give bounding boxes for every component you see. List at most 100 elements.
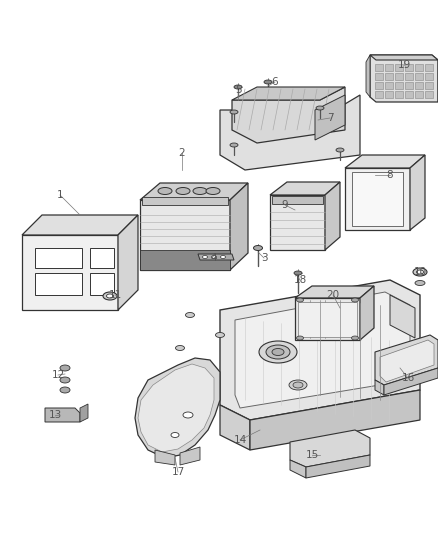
Text: 3: 3 bbox=[261, 253, 267, 263]
Polygon shape bbox=[230, 183, 248, 270]
Polygon shape bbox=[410, 155, 425, 230]
Polygon shape bbox=[90, 248, 114, 268]
Polygon shape bbox=[395, 64, 403, 71]
Polygon shape bbox=[395, 82, 403, 89]
Ellipse shape bbox=[297, 336, 304, 340]
Polygon shape bbox=[45, 408, 80, 422]
Ellipse shape bbox=[186, 312, 194, 318]
Polygon shape bbox=[155, 450, 175, 465]
Text: 11: 11 bbox=[108, 290, 122, 300]
Polygon shape bbox=[250, 390, 420, 450]
Polygon shape bbox=[290, 430, 370, 467]
Polygon shape bbox=[370, 55, 438, 102]
Text: 1: 1 bbox=[57, 190, 64, 200]
Polygon shape bbox=[35, 248, 82, 268]
Ellipse shape bbox=[415, 280, 425, 286]
Polygon shape bbox=[325, 182, 340, 250]
Polygon shape bbox=[140, 183, 248, 200]
Polygon shape bbox=[80, 404, 88, 422]
Polygon shape bbox=[232, 87, 345, 100]
Ellipse shape bbox=[266, 345, 290, 359]
Polygon shape bbox=[375, 335, 438, 385]
Ellipse shape bbox=[413, 268, 427, 276]
Polygon shape bbox=[352, 172, 403, 226]
Ellipse shape bbox=[272, 349, 284, 356]
Text: 15: 15 bbox=[305, 450, 318, 460]
Polygon shape bbox=[425, 73, 433, 80]
Ellipse shape bbox=[60, 387, 70, 393]
Polygon shape bbox=[232, 87, 345, 143]
Polygon shape bbox=[375, 91, 383, 98]
Polygon shape bbox=[415, 73, 423, 80]
Polygon shape bbox=[385, 82, 393, 89]
Polygon shape bbox=[405, 73, 413, 80]
Ellipse shape bbox=[183, 412, 193, 418]
Polygon shape bbox=[415, 64, 423, 71]
Polygon shape bbox=[180, 447, 200, 465]
Polygon shape bbox=[405, 64, 413, 71]
Ellipse shape bbox=[176, 345, 184, 351]
Polygon shape bbox=[295, 286, 374, 298]
Text: 7: 7 bbox=[327, 113, 333, 123]
Polygon shape bbox=[395, 73, 403, 80]
Polygon shape bbox=[142, 197, 228, 205]
Ellipse shape bbox=[316, 106, 324, 110]
Polygon shape bbox=[345, 168, 410, 230]
Ellipse shape bbox=[202, 255, 208, 259]
Ellipse shape bbox=[171, 432, 179, 438]
Ellipse shape bbox=[193, 188, 207, 195]
Polygon shape bbox=[360, 286, 374, 340]
Polygon shape bbox=[375, 73, 383, 80]
Ellipse shape bbox=[294, 271, 302, 275]
Ellipse shape bbox=[417, 270, 424, 274]
Polygon shape bbox=[140, 200, 230, 270]
Ellipse shape bbox=[106, 294, 113, 298]
Text: 18: 18 bbox=[293, 275, 307, 285]
Text: 13: 13 bbox=[48, 410, 62, 420]
Polygon shape bbox=[366, 55, 370, 97]
Ellipse shape bbox=[254, 246, 262, 251]
Ellipse shape bbox=[60, 365, 70, 371]
Polygon shape bbox=[415, 91, 423, 98]
Polygon shape bbox=[415, 82, 423, 89]
Ellipse shape bbox=[103, 292, 117, 300]
Text: 10: 10 bbox=[413, 267, 427, 277]
Polygon shape bbox=[295, 298, 360, 340]
Ellipse shape bbox=[176, 188, 190, 195]
Polygon shape bbox=[198, 254, 234, 260]
Polygon shape bbox=[306, 455, 370, 478]
Polygon shape bbox=[90, 273, 114, 295]
Polygon shape bbox=[380, 340, 434, 382]
Polygon shape bbox=[35, 273, 82, 295]
Text: 8: 8 bbox=[387, 170, 393, 180]
Polygon shape bbox=[140, 250, 230, 270]
Ellipse shape bbox=[336, 148, 344, 152]
Polygon shape bbox=[370, 55, 438, 60]
Polygon shape bbox=[395, 91, 403, 98]
Polygon shape bbox=[315, 95, 345, 140]
Ellipse shape bbox=[264, 80, 272, 84]
Text: 19: 19 bbox=[397, 60, 411, 70]
Polygon shape bbox=[375, 64, 383, 71]
Ellipse shape bbox=[293, 382, 303, 388]
Polygon shape bbox=[135, 358, 220, 458]
Polygon shape bbox=[298, 302, 357, 337]
Polygon shape bbox=[405, 91, 413, 98]
Polygon shape bbox=[270, 195, 325, 250]
Polygon shape bbox=[235, 292, 410, 408]
Text: 2: 2 bbox=[179, 148, 185, 158]
Polygon shape bbox=[270, 182, 340, 195]
Text: 14: 14 bbox=[233, 435, 247, 445]
Polygon shape bbox=[375, 380, 384, 395]
Polygon shape bbox=[220, 280, 420, 420]
Polygon shape bbox=[220, 405, 250, 450]
Polygon shape bbox=[405, 82, 413, 89]
Ellipse shape bbox=[220, 255, 226, 259]
Text: 17: 17 bbox=[171, 467, 185, 477]
Polygon shape bbox=[425, 91, 433, 98]
Ellipse shape bbox=[297, 298, 304, 302]
Text: 20: 20 bbox=[326, 290, 339, 300]
Text: 5: 5 bbox=[235, 85, 241, 95]
Polygon shape bbox=[385, 91, 393, 98]
Polygon shape bbox=[375, 82, 383, 89]
